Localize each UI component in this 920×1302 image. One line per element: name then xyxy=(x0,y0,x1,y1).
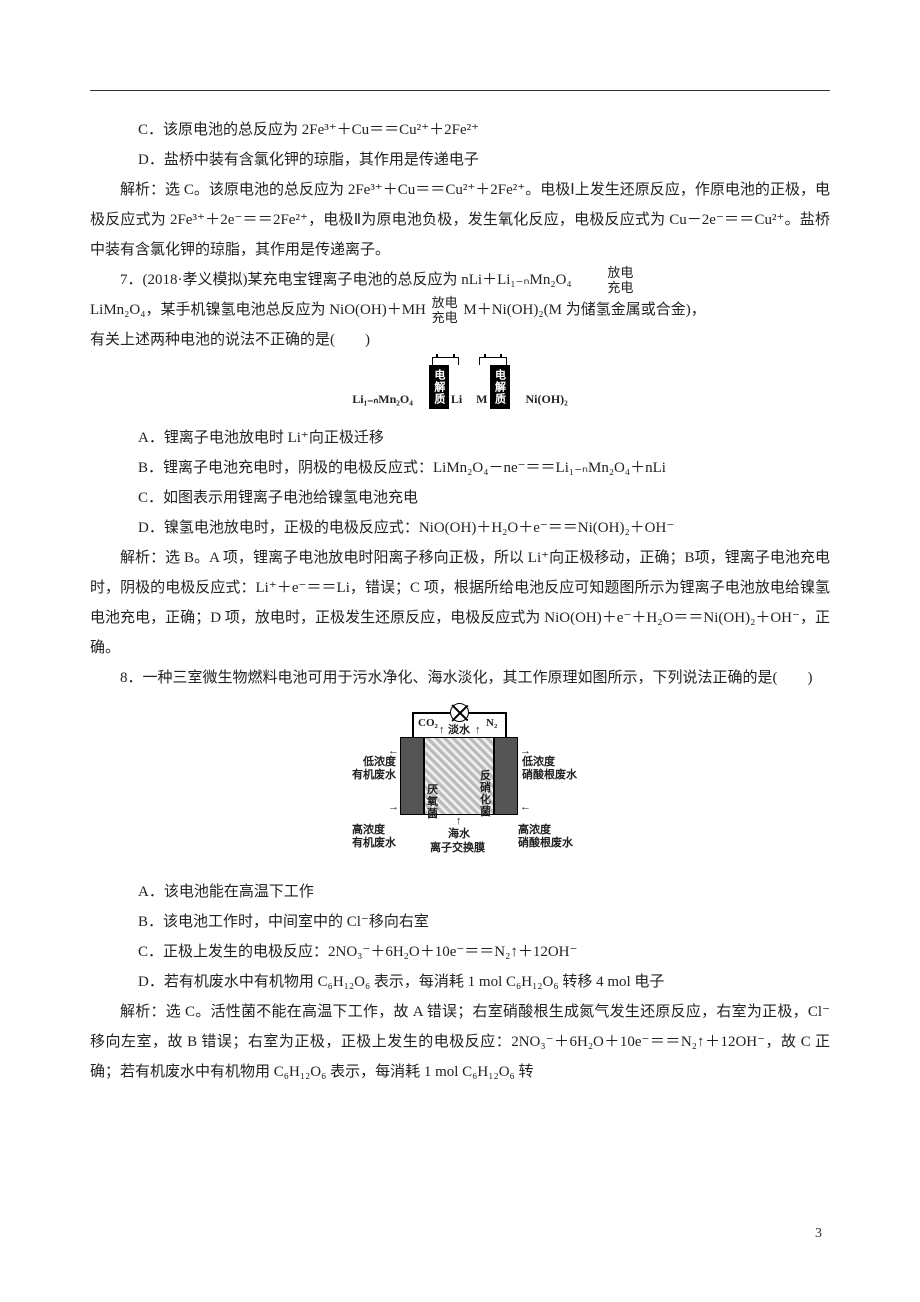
fig1-label-left: Li₁₋ₙMn₂O₄ xyxy=(352,392,415,409)
li-ion-cell: 电解质 Li xyxy=(429,365,462,409)
q7-option-b: B．锂离子电池充电时，阴极的电极反应式：LiMn₂O₄－ne⁻＝＝Li₁₋ₙMn… xyxy=(90,453,830,483)
q6-option-c: C．该原电池的总反应为 2Fe³⁺＋Cu＝＝Cu²⁺＋2Fe²⁺ xyxy=(90,115,830,145)
lbl-co2: CO₂ xyxy=(418,717,438,729)
q7-text-b: LiMn₂O₄，某手机镍氢电池总反应为 NiO(OH)＋MH xyxy=(90,302,426,318)
lbl-n2: N₂ xyxy=(486,717,497,729)
q7-text-c: M＋Ni(OH)₂(M 为储氢金属或合金)， xyxy=(463,302,705,318)
horizontal-rule xyxy=(90,90,830,91)
q7-option-a: A．锂离子电池放电时 Li⁺向正极迁移 xyxy=(90,423,830,453)
lbl-bmem: 离子交换膜 xyxy=(430,839,485,855)
figure-battery-cells: Li₁₋ₙMn₂O₄ 电解质 Li M 电解质 Ni(OH)₂ xyxy=(90,365,830,409)
electrolyte-left-1: 电解质 xyxy=(429,365,449,409)
q8-explanation: 解析：选 C。活性菌不能在高温下工作，故 A 错误；右室硝酸根生成氮气发生还原反… xyxy=(90,997,830,1087)
fig1-label-m: M xyxy=(476,392,489,409)
reaction-arrow-1: 放电充电 xyxy=(575,266,635,295)
q7-stem-line2: LiMn₂O₄，某手机镍氢电池总反应为 NiO(OH)＋MH 放电充电 M＋Ni… xyxy=(90,295,830,325)
q6-explanation: 解析：选 C。该原电池的总反应为 2Fe³⁺＋Cu＝＝Cu²⁺＋2Fe²⁺。电极… xyxy=(90,175,830,265)
q7-explanation: 解析：选 B。A 项，锂离子电池放电时阳离子移向正极，所以 Li⁺向正极移动，正… xyxy=(90,543,830,663)
lbl-br2: 硝酸根废水 xyxy=(518,834,573,850)
fig1-label-right: Ni(OH)₂ xyxy=(524,392,568,409)
lbl-ll2: 有机废水 xyxy=(336,766,396,782)
q7-stem-line3: 有关上述两种电池的说法不正确的是( ) xyxy=(90,325,830,355)
q7-stem-line1: 7．(2018·孝义模拟)某充电宝锂离子电池的总反应为 nLi＋Li₁₋ₙMn₂… xyxy=(90,265,830,295)
load-icon xyxy=(450,703,469,722)
q8-stem: 8．一种三室微生物燃料电池可用于污水净化、海水淡化，其工作原理如图所示，下列说法… xyxy=(90,663,830,693)
lbl-rl2: 硝酸根废水 xyxy=(522,766,577,782)
q8-option-c: C．正极上发生的电极反应：2NO₃⁻＋6H₂O＋10e⁻＝＝N₂↑＋12OH⁻ xyxy=(90,937,830,967)
lbl-bl2: 有机废水 xyxy=(352,834,396,850)
lbl-jun: 菌 xyxy=(427,805,438,821)
q8-option-a: A．该电池能在高温下工作 xyxy=(90,877,830,907)
q7-text-a: 7．(2018·孝义模拟)某充电宝锂离子电池的总反应为 nLi＋Li₁₋ₙMn₂… xyxy=(120,272,572,288)
page-number: 3 xyxy=(815,1226,822,1242)
left-chamber xyxy=(400,737,424,815)
q8-option-b: B．该电池工作时，中间室中的 Cl⁻移向右室 xyxy=(90,907,830,937)
q7-option-c: C．如图表示用锂离子电池给镍氢电池充电 xyxy=(90,483,830,513)
electrolyte-right-1: 电解质 xyxy=(490,365,510,409)
lbl-danshui: 淡水 xyxy=(448,721,470,737)
reaction-arrow-2: 放电充电 xyxy=(430,296,460,325)
q7-option-d: D．镍氢电池放电时，正极的电极反应式：NiO(OH)＋H₂O＋e⁻＝＝Ni(OH… xyxy=(90,513,830,543)
q8-option-d: D．若有机废水中有机物用 C₆H₁₂O₆ 表示，每消耗 1 mol C₆H₁₂O… xyxy=(90,967,830,997)
figure-fuel-cell: CO₂ 淡水 N₂ ↑ ↑ 低浓度 有机废水 ← 低浓度 硝酸根废水 → 厌 氧… xyxy=(90,703,830,863)
nimh-cell: M 电解质 xyxy=(476,365,509,409)
q6-option-d: D．盐桥中装有含氯化钾的琼脂，其作用是传递电子 xyxy=(90,145,830,175)
right-chamber xyxy=(494,737,518,815)
lbl-jun2: 菌 xyxy=(480,803,491,819)
fig1-label-li: Li xyxy=(449,392,462,409)
